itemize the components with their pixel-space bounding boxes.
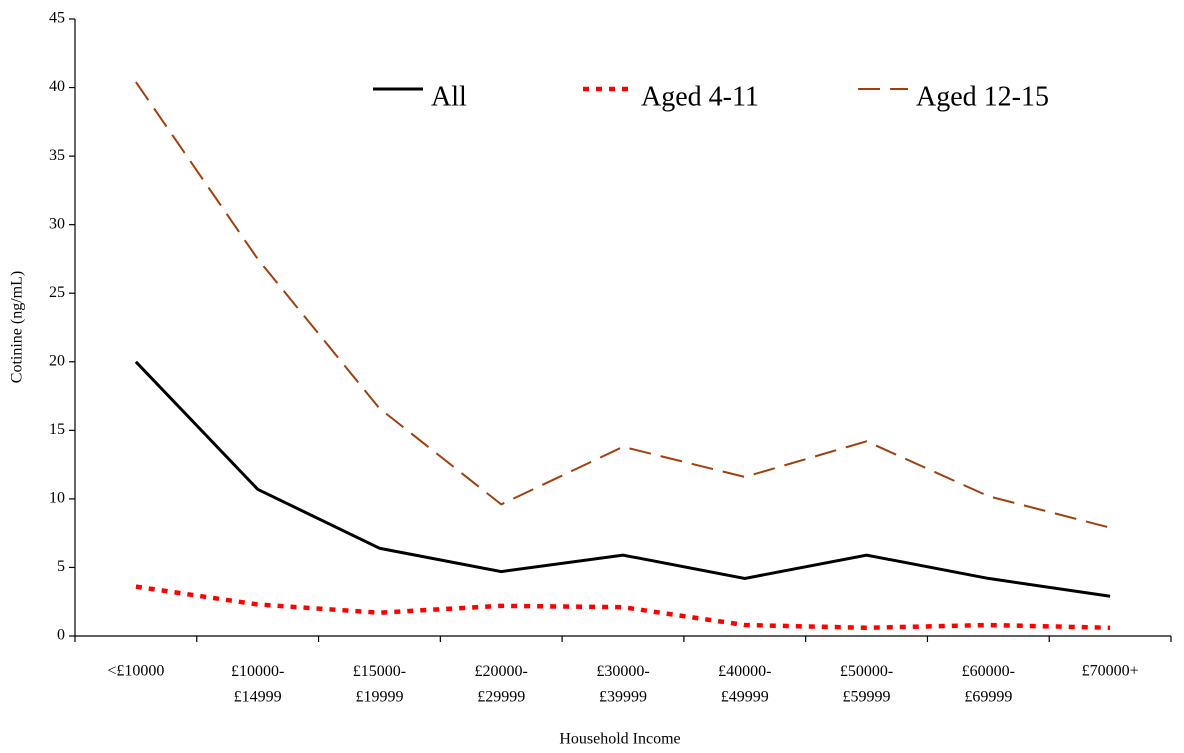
legend-label: Aged 12-15 xyxy=(916,81,1049,112)
x-tick-label: £20000-£29999 xyxy=(475,663,528,706)
y-tick-label: 5 xyxy=(57,558,65,575)
y-tick-label: 35 xyxy=(49,147,65,164)
y-tick-label: 10 xyxy=(49,490,65,507)
x-tick-label: £15000-£19999 xyxy=(353,663,406,706)
x-tick-label: £60000-£69999 xyxy=(962,663,1015,706)
y-tick-label: 25 xyxy=(49,284,65,301)
x-tick-label: £10000-£14999 xyxy=(231,663,284,706)
x-axis-label: Household Income xyxy=(559,731,680,748)
y-tick-label: 45 xyxy=(49,10,65,27)
y-axis-label: Cotinine (ng/mL) xyxy=(9,271,26,383)
y-tick-label: 40 xyxy=(49,78,65,95)
series-line xyxy=(134,360,1111,598)
legend-label: All xyxy=(431,81,467,112)
x-tick-label: £50000-£59999 xyxy=(840,663,893,706)
x-tick-label: £30000-£39999 xyxy=(596,663,649,706)
x-tick-label: <£10000 xyxy=(107,663,164,680)
x-tick-label: £40000-£49999 xyxy=(718,663,771,706)
series-line xyxy=(135,584,1111,631)
y-tick-label: 15 xyxy=(49,421,65,438)
y-tick-label: 30 xyxy=(49,215,65,232)
x-tick-label: £70000+ xyxy=(1082,663,1139,680)
series-line xyxy=(135,81,1111,529)
legend-label: Aged 4-11 xyxy=(641,81,759,112)
y-tick-label: 20 xyxy=(49,352,65,369)
y-tick-label: 0 xyxy=(57,627,65,644)
